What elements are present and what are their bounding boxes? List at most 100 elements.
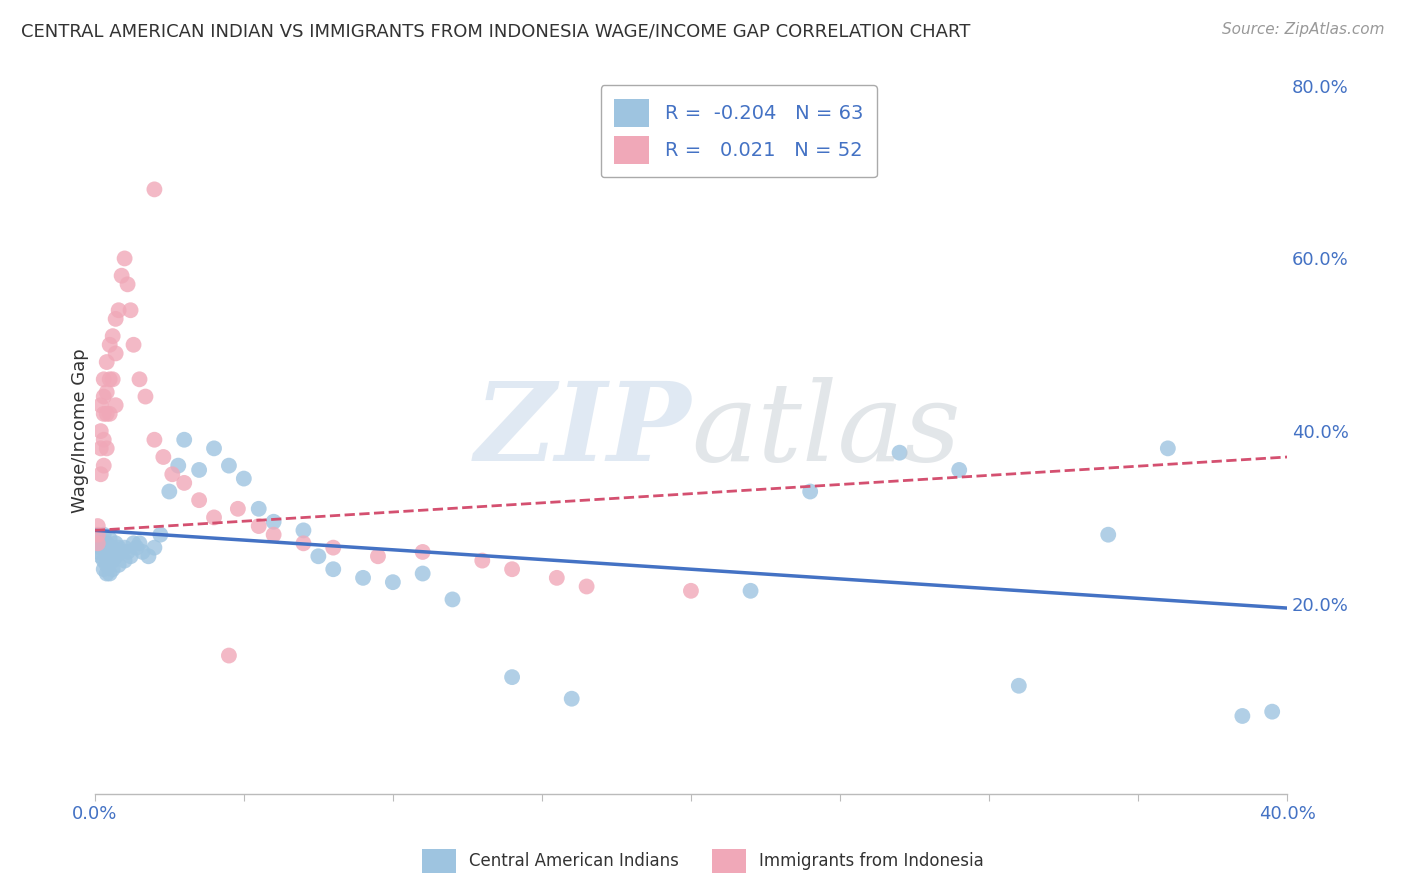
Point (104, 536, 127, 550)
Point (149, 527, 172, 541)
Text: CENTRAL AMERICAN INDIAN VS IMMIGRANTS FROM INDONESIA WAGE/INCOME GAP CORRELATION: CENTRAL AMERICAN INDIAN VS IMMIGRANTS FR… (21, 22, 970, 40)
Point (93, 458, 115, 473)
Point (120, 303, 142, 318)
Point (131, 545, 153, 559)
Point (441, 592, 464, 607)
Point (1097, 527, 1119, 541)
Point (799, 484, 821, 499)
Point (101, 541, 124, 555)
Point (162, 467, 184, 482)
Point (114, 541, 136, 555)
Point (98, 407, 121, 421)
Point (471, 553, 494, 567)
Point (93, 390, 115, 404)
Point (128, 536, 150, 550)
Point (188, 463, 211, 477)
Point (152, 450, 174, 464)
Point (93, 433, 115, 447)
Text: Source: ZipAtlas.com: Source: ZipAtlas.com (1222, 22, 1385, 37)
Point (122, 536, 145, 550)
Point (292, 536, 315, 550)
Point (93, 407, 115, 421)
Point (218, 648, 240, 663)
Point (104, 346, 127, 360)
Point (87, 536, 110, 550)
Point (98, 532, 121, 546)
Point (412, 566, 434, 581)
Point (90, 424, 112, 438)
Point (218, 458, 240, 473)
Point (101, 372, 124, 386)
Point (1261, 705, 1284, 719)
Point (90, 549, 112, 564)
Point (575, 579, 598, 593)
Point (546, 571, 568, 585)
Point (117, 277, 139, 292)
Point (114, 252, 136, 266)
Point (111, 545, 134, 559)
Point (101, 562, 124, 576)
Point (352, 571, 374, 585)
Point (501, 670, 523, 684)
Point (134, 390, 156, 404)
Point (90, 442, 112, 456)
Point (98, 566, 121, 581)
Point (96, 385, 118, 400)
Point (143, 541, 166, 555)
Point (107, 303, 129, 318)
Point (101, 553, 124, 567)
Point (679, 583, 702, 598)
Point (1008, 679, 1031, 693)
Point (87, 519, 110, 533)
Point (101, 329, 124, 343)
Point (96, 442, 118, 456)
Point (1232, 709, 1254, 723)
Point (501, 562, 523, 576)
Point (247, 519, 270, 533)
Point (96, 536, 118, 550)
Point (93, 562, 115, 576)
Point (96, 549, 118, 564)
Point (307, 549, 329, 564)
Point (122, 338, 145, 352)
Point (93, 541, 115, 555)
Legend: Central American Indians, Immigrants from Indonesia: Central American Indians, Immigrants fro… (416, 842, 990, 880)
Point (367, 549, 389, 564)
Point (1157, 442, 1180, 456)
Point (226, 501, 249, 516)
Point (98, 545, 121, 559)
Point (90, 536, 112, 550)
Point (381, 575, 404, 590)
Point (107, 558, 129, 572)
Point (104, 398, 127, 412)
Point (247, 501, 270, 516)
Point (114, 553, 136, 567)
Point (87, 532, 110, 546)
Point (173, 433, 195, 447)
Point (322, 541, 344, 555)
Point (111, 268, 134, 283)
Point (202, 442, 225, 456)
Point (143, 182, 166, 196)
Point (96, 566, 118, 581)
Point (93, 553, 115, 567)
Point (412, 545, 434, 559)
Point (98, 372, 121, 386)
Point (117, 545, 139, 559)
Point (167, 458, 190, 473)
Point (87, 545, 110, 559)
Point (232, 472, 254, 486)
Point (173, 475, 195, 490)
Point (96, 355, 118, 369)
Point (202, 510, 225, 524)
Point (740, 583, 762, 598)
Point (98, 338, 121, 352)
Text: atlas: atlas (690, 377, 960, 485)
Point (889, 445, 911, 459)
Y-axis label: Wage/Income Gap: Wage/Income Gap (72, 349, 89, 514)
Point (104, 311, 127, 326)
Point (143, 433, 166, 447)
Point (104, 549, 127, 564)
Point (87, 527, 110, 541)
Point (128, 372, 150, 386)
